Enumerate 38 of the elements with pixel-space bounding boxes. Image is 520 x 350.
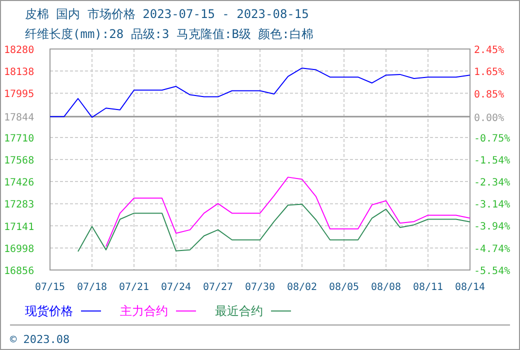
y-tick-label: 17995 [4,89,34,100]
x-tick-label: 08/02 [286,282,318,293]
y2-tick-label: -1.54% [474,155,510,166]
legend-label: 主力合约 [120,304,168,318]
y-tick-label: 17426 [4,178,34,189]
x-tick-label: 08/08 [370,282,402,293]
text: © 2023.08 [10,333,70,346]
y2-tick-label: -0.75% [474,134,510,145]
y2-tick-label: -4.74% [474,244,510,255]
x-tick-label: 07/18 [76,282,108,293]
x-tick-label: 07/21 [118,282,150,293]
y-tick-label: 18138 [4,67,34,78]
y-tick-label: 17844 [4,112,34,124]
y2-tick-label: 0.00% [474,112,504,124]
title: 皮棉 国内 市场价格 2023-07-15 - 2023-08-15 纤维长度(mm):28 品级:3 马克隆值:B级 颜色:白棉 [25,7,314,41]
x-tick-label: 07/15 [34,282,66,293]
x-tick-label: 07/24 [160,282,192,293]
x-tick-label: 07/27 [202,282,234,293]
y2-tick-label: 0.85% [474,89,504,100]
x-tick-label: 08/11 [412,282,444,293]
y-tick-label: 17568 [4,156,34,166]
y-tick-label: 17283 [4,200,34,211]
legend-label: 现货价格 [25,304,73,318]
x-tick-label: 08/05 [328,282,360,293]
y-tick-label: 18280 [4,45,34,56]
y2-tick-label: 1.65% [474,67,504,78]
y-tick-label: 17141 [4,222,34,233]
y2-tick-label: -2.34% [474,177,510,188]
x-tick-label: 08/14 [454,282,486,293]
y2-tick-label: -3.94% [474,222,510,233]
legend-label: 最近合约 [215,304,263,318]
y2-tick-label: 2.45% [474,45,504,56]
y2-tick-label: -3.14% [474,200,510,211]
x-tick-label: 07/30 [244,282,276,293]
y2-tick-label: -5.54% [474,266,510,277]
y-tick-label: 16856 [4,266,34,277]
y-tick-label: 16998 [4,244,34,255]
y-tick-label: 17710 [4,133,34,144]
